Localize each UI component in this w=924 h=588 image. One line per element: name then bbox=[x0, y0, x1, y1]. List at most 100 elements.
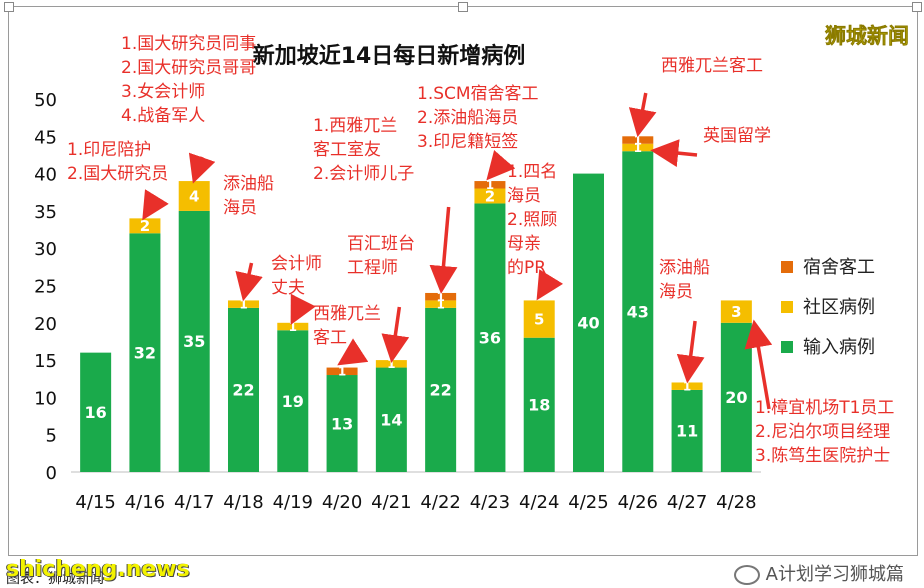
site-watermark: shicheng.news bbox=[6, 557, 190, 582]
data-label: 18 bbox=[528, 396, 550, 415]
x-tick-label: 4/16 bbox=[125, 492, 165, 513]
account-watermark: A计划学习狮城篇 bbox=[733, 560, 904, 586]
brand-watermark: 狮城新闻 bbox=[825, 24, 909, 48]
y-tick-label: 25 bbox=[34, 277, 57, 298]
legend-swatch bbox=[781, 261, 793, 273]
annotation-line: 母亲 bbox=[507, 234, 541, 254]
bar-segment bbox=[573, 173, 604, 472]
bar-chart: 新加坡近14日每日新增病例狮城新闻051015202530354045504/1… bbox=[34, 24, 909, 513]
bar-segment bbox=[277, 330, 309, 472]
annotation-line: 客工 bbox=[313, 328, 347, 348]
annotation-line: 西雅兀兰 bbox=[313, 304, 381, 324]
data-label: 1 bbox=[634, 141, 642, 155]
bar-segment bbox=[178, 181, 210, 211]
data-label: 35 bbox=[183, 332, 205, 351]
bar-segment bbox=[277, 322, 309, 331]
x-tick-label: 4/27 bbox=[667, 492, 707, 513]
bar-segment bbox=[375, 360, 407, 368]
y-tick-label: 30 bbox=[34, 239, 57, 260]
annotation-arrow bbox=[744, 319, 773, 410]
y-tick-label: 5 bbox=[46, 426, 57, 447]
annotation-line: 添油船 bbox=[659, 258, 710, 278]
annotation-text: 西雅兀兰客工 bbox=[313, 304, 381, 348]
bar-segment bbox=[622, 151, 654, 472]
annotation-line: 客工室友 bbox=[313, 140, 381, 160]
annotation-line: 海员 bbox=[507, 186, 541, 206]
y-tick-label: 35 bbox=[34, 202, 57, 223]
bar-segment bbox=[178, 210, 210, 472]
x-tick-label: 4/23 bbox=[470, 492, 510, 513]
resize-handle[interactable] bbox=[912, 2, 922, 12]
annotation-line: 西雅兀兰客工 bbox=[661, 56, 763, 76]
resize-handle[interactable] bbox=[458, 2, 468, 12]
annotation-arrow bbox=[676, 320, 705, 384]
data-label: 32 bbox=[134, 343, 156, 362]
annotation-line: 2.国大研究员 bbox=[67, 164, 168, 184]
bar-segment bbox=[228, 300, 259, 308]
data-label: 1 bbox=[239, 297, 247, 311]
annotation-arrow bbox=[290, 293, 316, 326]
annotation-line: 3.印尼籍短签 bbox=[417, 132, 518, 152]
bar-segment bbox=[129, 233, 161, 472]
data-label: 20 bbox=[725, 388, 747, 407]
legend-swatch bbox=[781, 341, 793, 353]
bar-segment bbox=[671, 382, 703, 390]
annotation-text: 1.印尼陪护 2.国大研究员 bbox=[67, 140, 168, 184]
bar-segment bbox=[425, 300, 457, 308]
annotation-line: 英国留学 bbox=[703, 126, 771, 146]
legend-swatch bbox=[781, 301, 793, 313]
annotation-arrow bbox=[650, 139, 698, 168]
annotation-text: 英国留学 bbox=[703, 126, 771, 146]
annotation-line: 2.尼泊尔项目经理 bbox=[755, 422, 890, 442]
chart-frame: 新加坡近14日每日新增病例 狮城新闻 0 5 10 15 20 25 30 35 40 45 50 4/1… bbox=[8, 6, 918, 556]
bar-segment bbox=[474, 181, 506, 189]
x-tick-label: 4/22 bbox=[420, 492, 460, 513]
y-tick-label: 10 bbox=[34, 388, 57, 409]
bar-segment bbox=[720, 300, 752, 323]
data-label: 1 bbox=[683, 380, 691, 394]
annotation-arrow bbox=[536, 269, 564, 301]
data-label: 1 bbox=[289, 320, 297, 334]
x-tick-label: 4/15 bbox=[75, 492, 115, 513]
annotation-arrow bbox=[486, 150, 516, 181]
annotation-line: 海员 bbox=[223, 198, 257, 218]
x-tick-label: 4/18 bbox=[223, 492, 263, 513]
annotation-line: 2.添油船海员 bbox=[417, 108, 518, 128]
annotation-line: 1.樟宜机场T1员工 bbox=[755, 398, 894, 418]
annotation-text: 百汇班台工程师 bbox=[347, 234, 415, 278]
x-tick-label: 4/17 bbox=[174, 492, 214, 513]
annotation-line: 1.印尼陪护 bbox=[67, 140, 151, 160]
bar-segment bbox=[425, 307, 457, 472]
annotation-arrow bbox=[337, 338, 369, 366]
annotation-text: 1.四名海员 2.照顾母亲的PR bbox=[507, 162, 557, 278]
annotation-text: 1.国大研究员同事 2.国大研究员哥哥 3.女会计师 4.战备军人 bbox=[121, 34, 256, 126]
bar-segment bbox=[523, 300, 555, 338]
annotation-text: 会计师丈夫 bbox=[271, 254, 322, 298]
data-label: 36 bbox=[479, 328, 501, 347]
wechat-icon bbox=[733, 565, 760, 585]
annotation-text: 1.SCM宿舍客工 2.添油船海员 3.印尼籍短签 bbox=[417, 84, 539, 152]
annotation-line: 的PR bbox=[507, 258, 546, 278]
account-name: A计划学习狮城篇 bbox=[765, 564, 904, 585]
annotation-line: 2.照顾 bbox=[507, 210, 557, 230]
chart-title: 新加坡近14日每日新增病例 bbox=[253, 43, 526, 69]
bar-segment bbox=[523, 337, 555, 472]
bar-segment bbox=[474, 188, 506, 204]
data-label: 2 bbox=[485, 187, 495, 205]
y-tick-label: 20 bbox=[34, 314, 57, 335]
annotation-arrow bbox=[188, 152, 216, 184]
data-label: 11 bbox=[676, 422, 698, 441]
bar-segment bbox=[326, 375, 358, 472]
annotation-line: 2.会计师儿子 bbox=[313, 164, 414, 184]
bar-segment bbox=[671, 389, 703, 472]
data-label: 14 bbox=[380, 411, 402, 430]
annotation-line: 百汇班台 bbox=[347, 234, 415, 254]
annotation-arrow bbox=[381, 306, 410, 364]
annotation-line: 4.战备军人 bbox=[121, 106, 205, 126]
bar-segment bbox=[622, 143, 654, 152]
bar-segment bbox=[80, 352, 112, 472]
resize-handle[interactable] bbox=[4, 2, 14, 12]
y-tick-label: 50 bbox=[34, 90, 57, 111]
data-label: 2 bbox=[140, 217, 150, 235]
annotation-text: 添油船海员 bbox=[223, 174, 274, 218]
